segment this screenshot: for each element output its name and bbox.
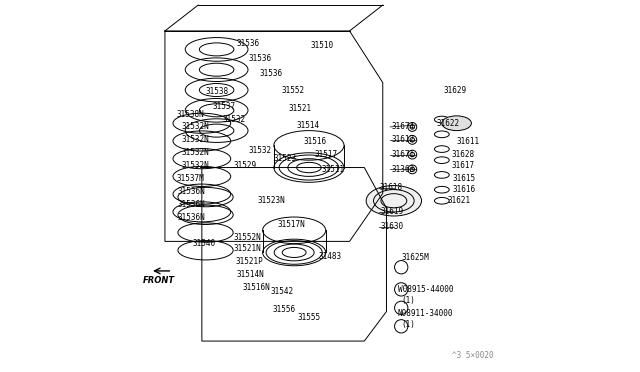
Text: 31616: 31616	[453, 185, 476, 194]
Text: 31622: 31622	[436, 119, 460, 128]
Text: 31532: 31532	[248, 147, 271, 155]
Text: 31555: 31555	[298, 312, 321, 321]
Text: 31483: 31483	[318, 251, 341, 261]
Text: 31536: 31536	[259, 69, 282, 78]
Text: 31536: 31536	[237, 39, 260, 48]
Text: 31615: 31615	[453, 174, 476, 183]
Text: 31517: 31517	[314, 150, 337, 159]
Text: 31516: 31516	[303, 137, 326, 146]
Text: FRONT: FRONT	[143, 276, 175, 285]
Text: 31529: 31529	[233, 161, 257, 170]
Text: 31517N: 31517N	[278, 220, 305, 229]
Text: (1): (1)	[401, 296, 415, 305]
Text: 31629: 31629	[444, 86, 467, 94]
Text: 31671: 31671	[392, 150, 415, 159]
Text: 31630: 31630	[381, 222, 404, 231]
Text: 31674: 31674	[392, 122, 415, 131]
Text: N08911-34000: N08911-34000	[397, 309, 453, 318]
Text: 31612: 31612	[392, 135, 415, 144]
Text: 31542: 31542	[270, 287, 293, 296]
Text: 31511: 31511	[322, 165, 345, 174]
Text: 31536N: 31536N	[178, 213, 205, 222]
Text: 31523: 31523	[274, 154, 297, 163]
Text: 31537M: 31537M	[176, 174, 204, 183]
Text: 31514N: 31514N	[237, 270, 265, 279]
Text: 31617: 31617	[451, 161, 474, 170]
Ellipse shape	[442, 116, 472, 131]
Text: ^3 5×0020: ^3 5×0020	[452, 350, 493, 359]
Text: 31538N: 31538N	[176, 109, 204, 119]
Text: 31552: 31552	[281, 86, 305, 94]
Text: 31510: 31510	[311, 41, 334, 50]
Text: 31521P: 31521P	[235, 257, 263, 266]
Text: 31556: 31556	[272, 305, 295, 314]
Text: (1): (1)	[401, 320, 415, 329]
Text: 31532N: 31532N	[182, 148, 209, 157]
Text: 31532N: 31532N	[182, 135, 209, 144]
Text: 31532N: 31532N	[182, 161, 209, 170]
Text: 31537: 31537	[213, 102, 236, 111]
Text: 31532: 31532	[222, 115, 245, 124]
Text: 31523N: 31523N	[257, 196, 285, 205]
Text: 31538: 31538	[205, 87, 228, 96]
Text: 31619: 31619	[381, 207, 404, 217]
Text: 31536: 31536	[248, 54, 271, 63]
Text: 31618: 31618	[379, 183, 402, 192]
Text: 31621: 31621	[447, 196, 470, 205]
Text: 31552N: 31552N	[233, 233, 261, 242]
Text: 31532N: 31532N	[182, 122, 209, 131]
Text: 31363: 31363	[392, 165, 415, 174]
Text: 31521: 31521	[289, 104, 312, 113]
Text: W08915-44000: W08915-44000	[397, 285, 453, 294]
Ellipse shape	[366, 186, 422, 216]
Text: 31536N: 31536N	[178, 200, 205, 209]
Text: 31625M: 31625M	[401, 253, 429, 263]
Text: 31611: 31611	[456, 137, 480, 146]
Text: 31521N: 31521N	[233, 244, 261, 253]
Text: 31540: 31540	[193, 239, 216, 248]
Text: 31514: 31514	[296, 121, 319, 129]
Text: 31536N: 31536N	[178, 187, 205, 196]
Text: 31628: 31628	[451, 150, 474, 159]
Text: 31516N: 31516N	[243, 283, 270, 292]
